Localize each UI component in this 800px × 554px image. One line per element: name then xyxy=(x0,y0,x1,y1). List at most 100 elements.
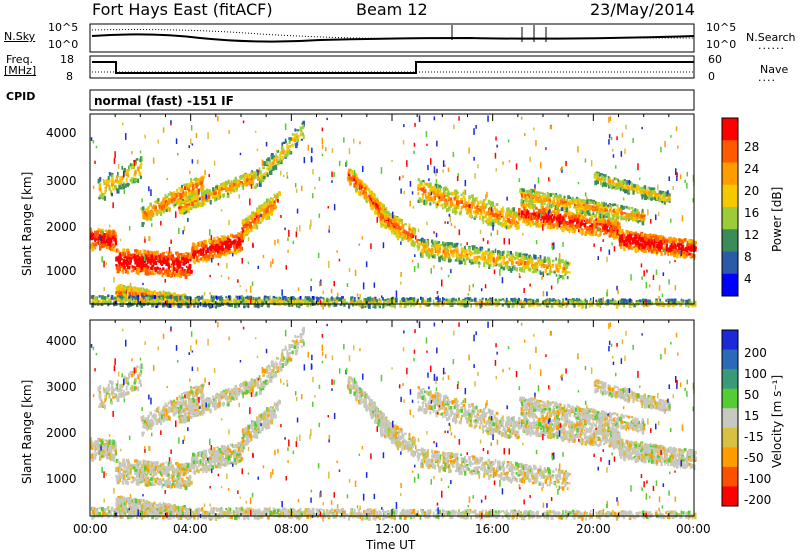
data-cell xyxy=(423,244,427,249)
data-cell xyxy=(513,211,516,216)
data-cell xyxy=(250,175,253,180)
data-cell xyxy=(146,270,149,274)
data-cell xyxy=(623,212,626,215)
data-cell xyxy=(552,200,554,205)
data-cell xyxy=(103,240,107,244)
data-cell xyxy=(557,209,561,212)
data-cell xyxy=(640,192,644,195)
data-cell xyxy=(266,205,270,209)
data-cell xyxy=(573,206,576,209)
data-cell xyxy=(352,175,356,179)
data-cell xyxy=(631,209,635,214)
data-cell xyxy=(193,253,196,259)
data-cell xyxy=(186,203,189,206)
data-cell xyxy=(588,208,591,213)
data-cell xyxy=(565,261,569,265)
data-cell xyxy=(601,228,604,233)
data-cell xyxy=(293,134,297,138)
data-cell xyxy=(610,205,613,210)
data-cell xyxy=(300,138,303,141)
data-cell xyxy=(507,265,510,270)
data-cell xyxy=(500,265,503,270)
data-cell xyxy=(360,188,362,193)
data-cell xyxy=(123,181,125,185)
data-cell xyxy=(687,251,689,256)
data-cell xyxy=(175,269,179,273)
data-cell xyxy=(188,203,190,206)
data-cell xyxy=(436,251,440,256)
data-cell xyxy=(653,233,656,237)
data-cell xyxy=(543,219,546,222)
data-cell xyxy=(179,193,183,198)
data-cell xyxy=(625,205,628,209)
data-cell xyxy=(111,236,115,239)
data-cell xyxy=(111,245,115,248)
data-cell xyxy=(94,239,97,243)
data-cell xyxy=(245,181,249,186)
data-cell xyxy=(380,223,383,228)
data-cell xyxy=(142,211,144,214)
data-cell xyxy=(617,224,621,229)
data-cell xyxy=(459,211,462,216)
data-cell xyxy=(111,247,114,251)
data-cell xyxy=(393,228,396,232)
data-cell xyxy=(607,179,611,183)
data-cell xyxy=(564,261,567,266)
data-cell xyxy=(490,255,493,261)
data-cell xyxy=(574,203,577,206)
data-cell xyxy=(629,244,632,249)
data-cell xyxy=(643,188,646,191)
data-cell xyxy=(588,227,592,232)
data-cell xyxy=(240,231,243,235)
data-cell xyxy=(631,206,634,210)
data-cell xyxy=(154,205,157,210)
data-cell xyxy=(640,211,643,214)
freq-trace xyxy=(92,61,694,74)
data-cell xyxy=(515,214,518,219)
data-cell xyxy=(158,260,161,264)
data-cell xyxy=(239,175,241,179)
data-cell xyxy=(403,234,406,239)
data-cell xyxy=(236,243,240,246)
data-cell xyxy=(272,167,275,171)
data-cell xyxy=(546,264,549,267)
data-cell xyxy=(217,191,220,194)
data-cell xyxy=(460,200,463,204)
data-cell xyxy=(370,205,374,211)
data-cell xyxy=(615,213,618,216)
data-cell xyxy=(200,202,203,207)
data-cell xyxy=(418,243,421,247)
data-cell xyxy=(193,243,197,249)
data-cell xyxy=(509,220,511,224)
data-cell xyxy=(192,187,195,190)
data-cell xyxy=(517,221,520,225)
data-cell xyxy=(135,170,137,175)
data-cell xyxy=(99,177,102,182)
data-cell xyxy=(522,265,525,268)
data-cell xyxy=(466,202,470,205)
data-cell xyxy=(436,188,439,194)
data-cell xyxy=(494,208,497,213)
data-cell xyxy=(452,253,455,258)
data-cell xyxy=(548,225,550,230)
data-cell xyxy=(633,211,637,214)
data-cell xyxy=(183,202,186,208)
data-cell xyxy=(636,185,640,190)
data-cell xyxy=(459,257,463,261)
data-cell xyxy=(435,201,439,207)
data-cell xyxy=(560,225,564,230)
data-cell xyxy=(470,201,473,206)
data-cell xyxy=(128,257,131,260)
data-cell xyxy=(526,218,529,222)
data-cell xyxy=(569,227,572,232)
data-cell xyxy=(284,153,288,158)
data-cell xyxy=(586,210,589,215)
data-cell xyxy=(573,229,576,234)
data-cell xyxy=(296,135,300,139)
data-cell xyxy=(268,198,271,202)
data-cell xyxy=(456,246,459,251)
data-cell xyxy=(589,201,592,204)
data-cell xyxy=(160,205,163,211)
data-cell xyxy=(458,253,461,257)
data-cell xyxy=(281,142,284,146)
